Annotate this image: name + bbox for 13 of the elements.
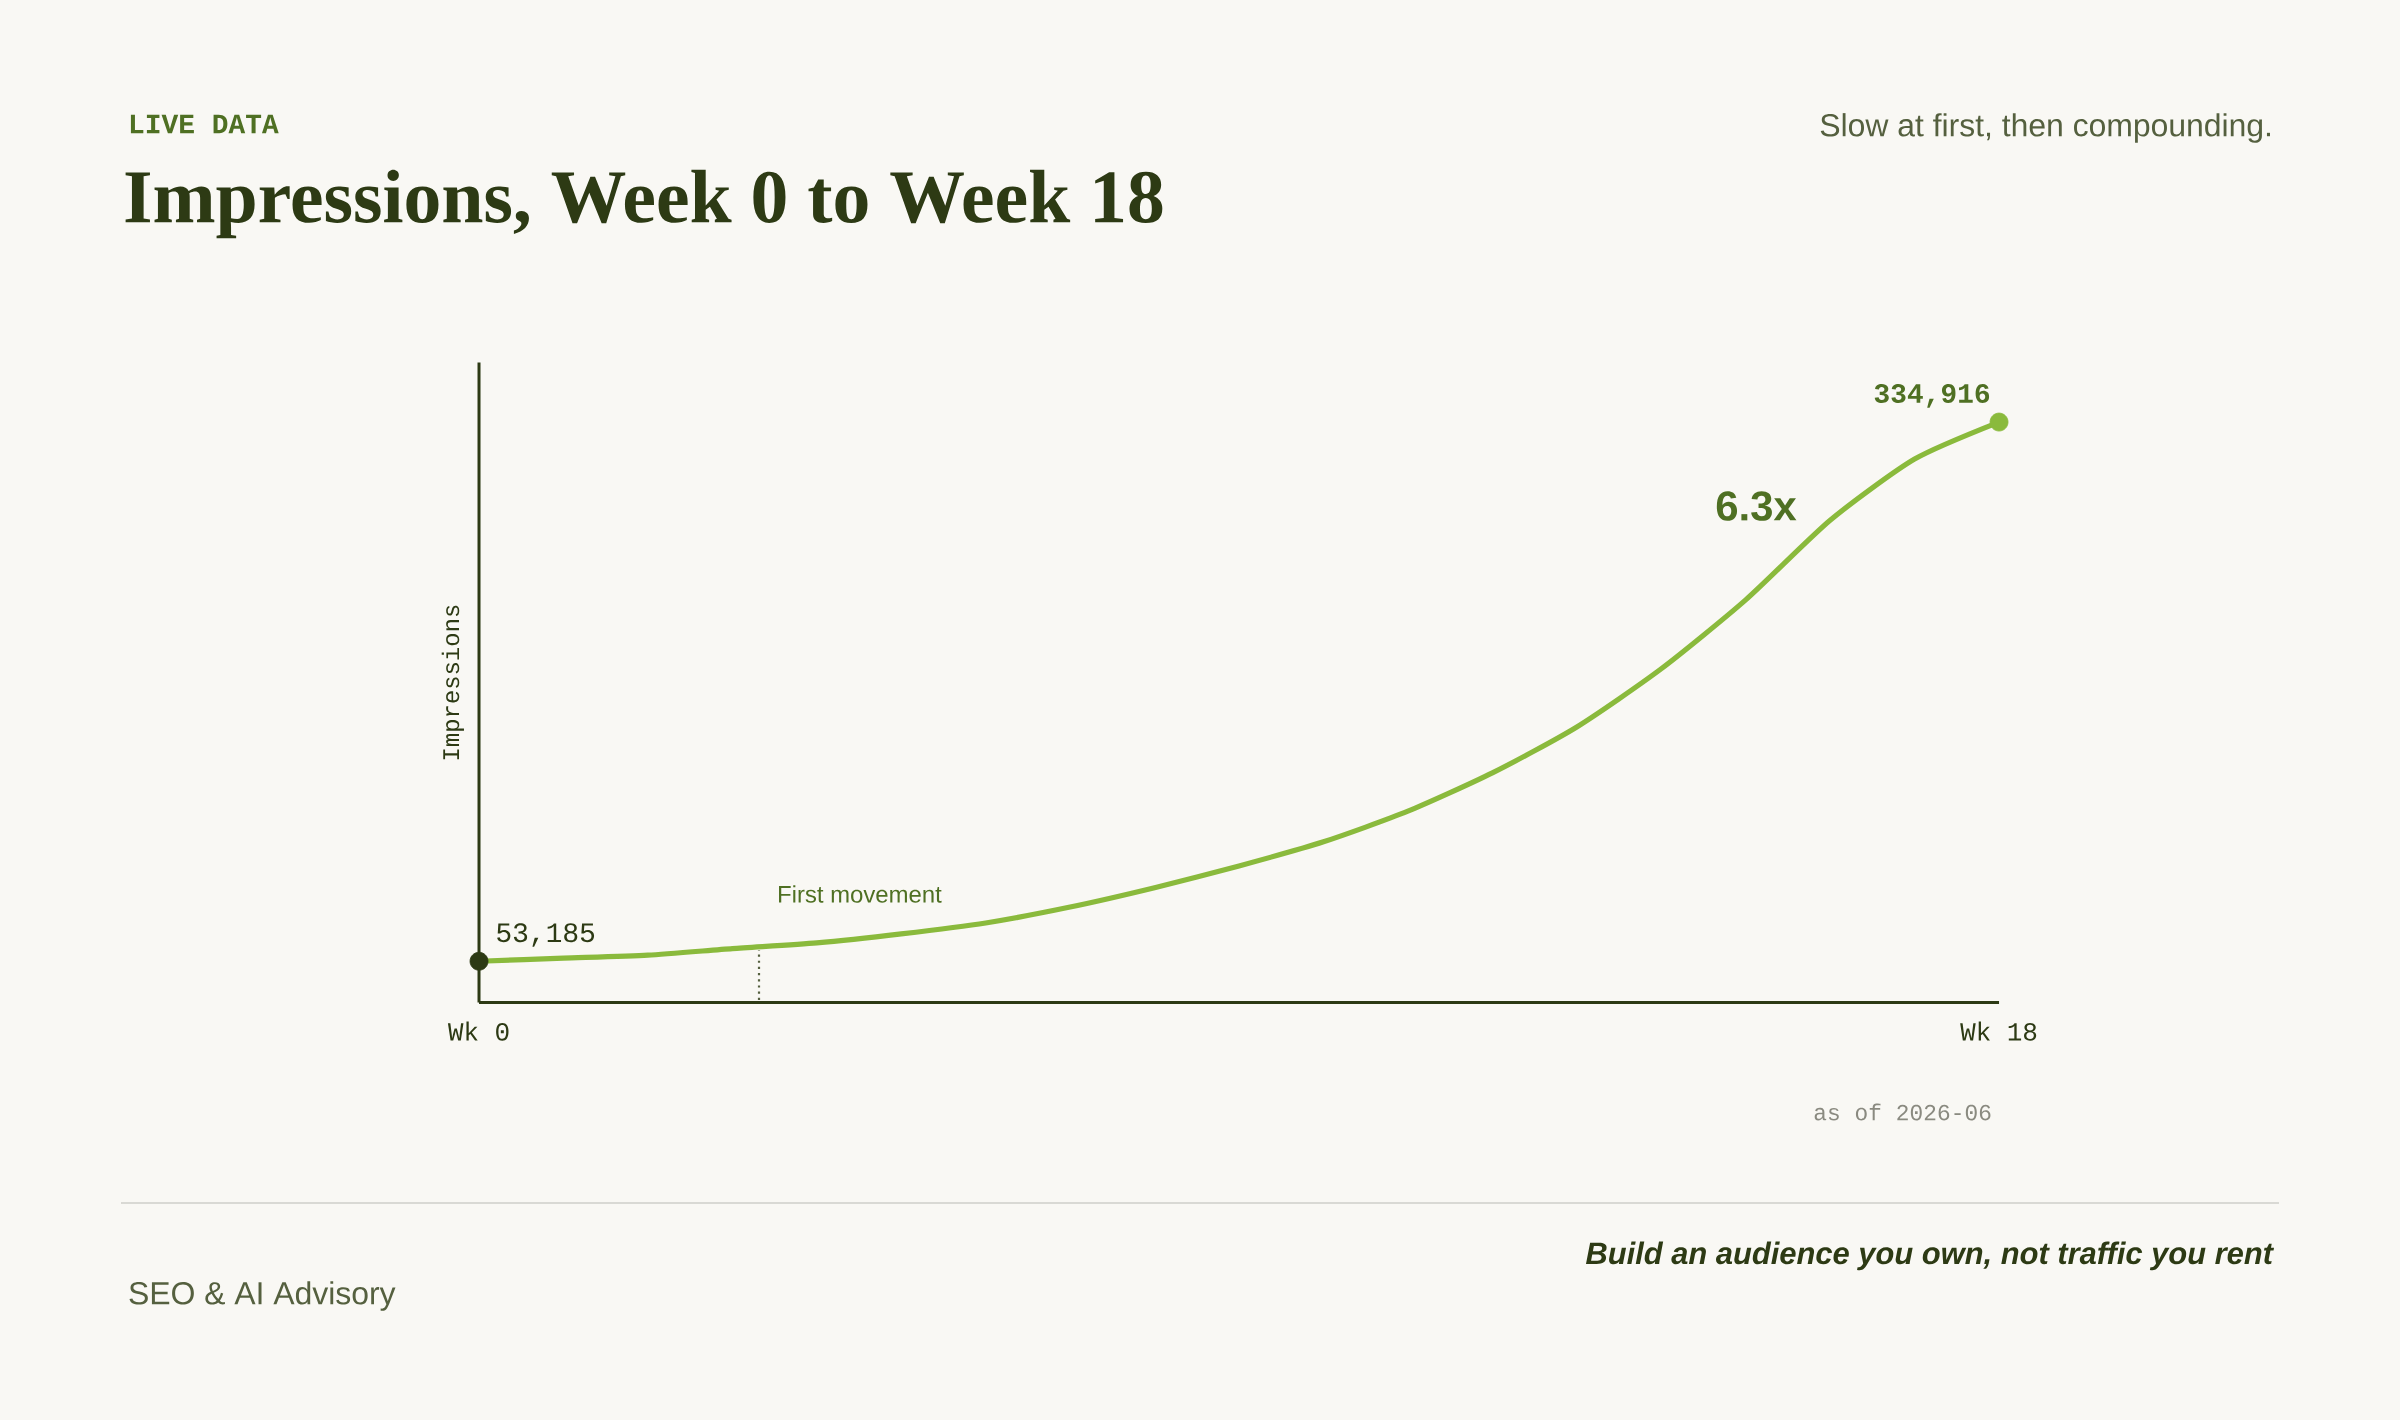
chart-subtitle: Slow at first, then compounding. — [1820, 113, 2270, 143]
annotation: First movement — [779, 885, 942, 903]
data-label: 53,185 — [497, 923, 595, 947]
x-tick-label: Wk 18 — [1960, 1021, 2037, 1041]
data-label: 334,916 — [1874, 384, 1990, 408]
text: SEO & AI Advisory — [129, 1281, 396, 1311]
text: LIVE DATA — [130, 114, 279, 134]
y-axis-title: Impressions — [441, 605, 464, 760]
annotation: 6.3x — [1716, 491, 1797, 521]
text: Build an audience you own, not traffic you rent — [1585, 1241, 2275, 1271]
x-tick-label: Wk 0 — [447, 1021, 509, 1041]
chart-title: Impressions, Week 0 to Week 18 — [125, 169, 1163, 239]
text: as of 2026-06 — [1814, 1103, 1991, 1121]
